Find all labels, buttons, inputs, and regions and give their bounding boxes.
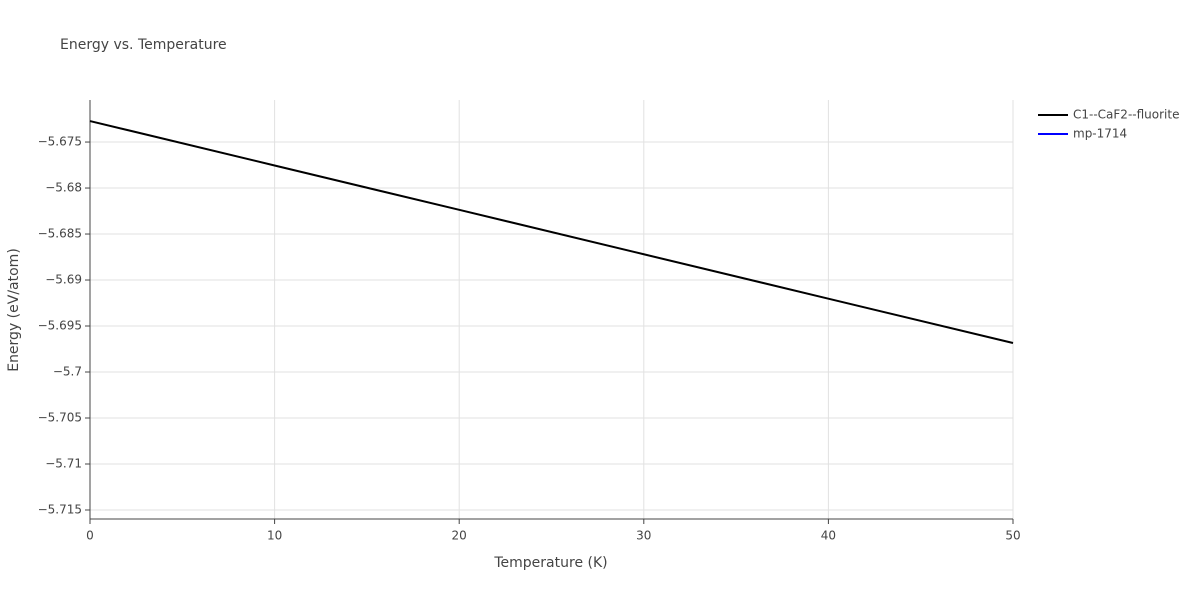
x-tick-label: 20 <box>452 529 467 543</box>
y-tick-label: −5.685 <box>38 227 82 241</box>
y-axis-label: Energy (eV/atom) <box>6 248 22 372</box>
chart-title: Energy vs. Temperature <box>60 37 227 53</box>
x-tick-label: 40 <box>821 529 836 543</box>
y-tick-label: −5.7 <box>53 365 82 379</box>
y-tick-label: −5.705 <box>38 410 82 424</box>
x-tick-label: 0 <box>86 529 94 543</box>
y-tick-label: −5.68 <box>45 181 82 195</box>
legend-label: C1--CaF2--fluorite <box>1073 108 1179 122</box>
y-tick-label: −5.675 <box>38 135 82 149</box>
y-tick-label: −5.715 <box>38 502 82 516</box>
y-tick-label: −5.695 <box>38 319 82 333</box>
y-tick-label: −5.69 <box>45 273 82 287</box>
legend-label: mp-1714 <box>1073 127 1127 141</box>
x-tick-label: 10 <box>267 529 282 543</box>
x-tick-label: 50 <box>1005 529 1020 543</box>
x-axis-label: Temperature (K) <box>493 555 607 571</box>
y-tick-label: −5.71 <box>45 456 82 470</box>
x-tick-label: 30 <box>636 529 651 543</box>
line <box>89 120 1014 345</box>
